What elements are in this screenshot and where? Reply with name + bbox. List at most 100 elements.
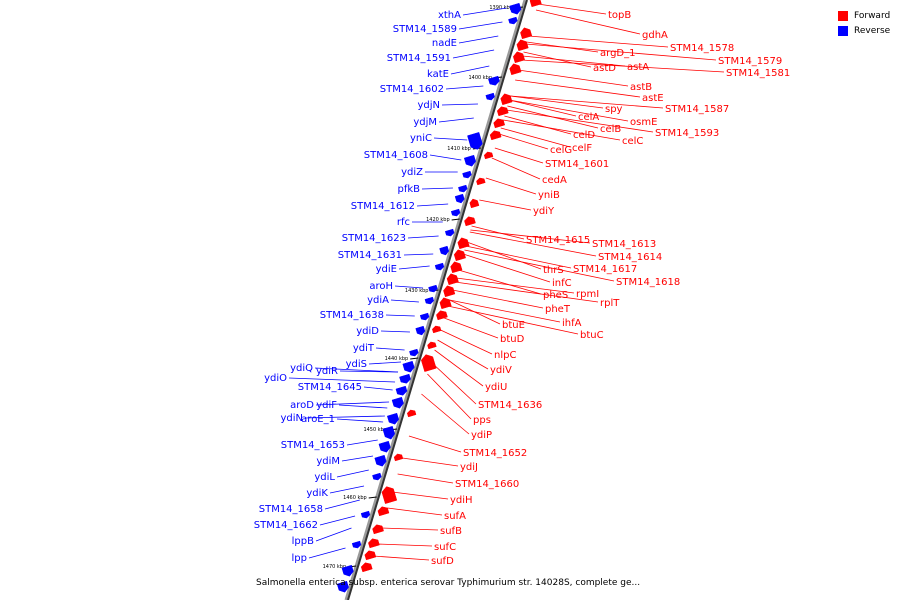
forward-gene-block (443, 285, 456, 298)
gene-leader-xtha (462, 7, 507, 16)
gene-label-pps: pps (473, 415, 491, 426)
reverse-gene-block (467, 132, 483, 150)
gene-label-astb: astB (630, 82, 652, 93)
gene-label-ydjn: ydjN (417, 100, 440, 111)
gene-label-ydin: ydiN (280, 413, 303, 424)
forward-gene-block (483, 151, 494, 160)
forward-gene-block (450, 261, 463, 274)
gene-label-ydip: ydiP (471, 430, 492, 441)
gene-leader-stm14-1662 (319, 515, 356, 526)
reverse-gene-block (454, 193, 465, 204)
gene-leader-stm14-1653 (346, 439, 378, 446)
gene-leader-ydim (341, 455, 374, 462)
gene-leader-rpmi (456, 277, 575, 294)
gene-leader-ceda (491, 157, 541, 180)
forward-gene-block (432, 325, 442, 334)
gene-leader-infc (463, 253, 551, 283)
gene-leader-stm14-1587 (510, 95, 664, 109)
reverse-gene-block (395, 385, 408, 396)
gene-leader-arod (315, 401, 390, 406)
forward-gene-block (439, 297, 452, 310)
gene-leader-celd (504, 115, 572, 135)
gene-label-stm14-1623: STM14_1623 (342, 233, 406, 244)
gene-label-phes: pheS (543, 290, 568, 301)
gene-label-stm14-1593: STM14_1593 (655, 128, 719, 139)
tick-mark (410, 357, 419, 360)
gene-leader-stm14-1658 (324, 499, 360, 510)
gene-label-ydio: ydiO (264, 373, 287, 384)
gene-leader-ydil (336, 469, 369, 478)
gene-label-stm14-1602: STM14_1602 (380, 84, 444, 95)
gene-label-ynib: yniB (538, 190, 560, 201)
gene-leader-btud (443, 317, 499, 339)
reverse-gene-block (434, 262, 445, 271)
gene-label-celg: celG (550, 145, 572, 156)
gene-label-pfkb: pfkB (397, 184, 420, 195)
reverse-gene-block (444, 228, 455, 237)
gene-leader-pps (427, 373, 472, 420)
gene-leader-sufd (373, 555, 430, 561)
gene-leader-stm14-1652 (408, 435, 462, 453)
reverse-gene-block (382, 425, 395, 440)
reverse-gene-block (509, 2, 522, 15)
tick-label-1390-kbp: 1390 kbp (489, 5, 513, 11)
gene-leader-ydiq (314, 367, 399, 373)
forward-gene-block (364, 550, 377, 561)
gene-leader-ynib (485, 177, 537, 195)
legend-forward: Forward (838, 8, 890, 23)
forward-gene-block (372, 524, 384, 535)
forward-gene-block (436, 310, 448, 321)
gene-label-stm14-1660: STM14_1660 (455, 479, 519, 490)
gene-label-sufc: sufC (434, 542, 456, 553)
gene-leader-stm14-1578 (528, 35, 669, 48)
tick-label-1400-kbp: 1400 kbp (468, 75, 492, 81)
gene-label-ydiu: ydiU (485, 382, 507, 393)
gene-label-ydie: ydiE (376, 264, 397, 275)
reverse-gene-block (485, 92, 495, 101)
reverse-gene-block (419, 312, 430, 321)
gene-label-stm14-1653: STM14_1653 (281, 440, 345, 451)
reverse-gene-block (415, 325, 426, 336)
gene-leader-ydih (392, 491, 449, 500)
gene-leader-asta (522, 55, 626, 67)
gene-leader-ydit (375, 347, 405, 351)
gene-label-asta: astA (627, 62, 649, 73)
reverse-gene-block (488, 75, 500, 86)
gene-label-argd-1: argD_1 (600, 48, 635, 59)
gene-leader-spy (510, 95, 604, 109)
tick-label-1430-kbp: 1430 kbp (405, 288, 429, 294)
gene-label-ydif: ydiF (316, 400, 337, 411)
reverse-gene-block (378, 440, 391, 453)
legend-reverse-swatch (838, 25, 848, 36)
gene-label-celc: celC (622, 136, 643, 147)
gene-label-ydim: ydiM (316, 456, 340, 467)
gene-leader-btuc (447, 305, 579, 335)
tick-label-1420-kbp: 1420 kbp (426, 217, 450, 223)
reverse-gene-block (458, 184, 468, 193)
gene-label-ydid: ydiD (356, 326, 379, 337)
forward-gene-block (464, 216, 476, 227)
gene-leader-stm14-1660 (397, 473, 454, 484)
gene-label-stm14-1615: STM14_1615 (526, 235, 590, 246)
gene-label-btud: btuD (500, 334, 525, 345)
gene-label-osme: osmE (630, 117, 657, 128)
gene-leader-nade (458, 35, 499, 44)
gene-leader-phet (452, 289, 544, 309)
gene-leader-osme (509, 99, 629, 122)
gene-leader-thrs (466, 241, 542, 270)
gene-label-aroe-1: aroE_1 (301, 414, 335, 425)
reverse-gene-block (428, 284, 438, 293)
gene-leader-ydia (390, 299, 419, 303)
gene-leader-cela (509, 99, 577, 117)
gene-leader-ydie (398, 265, 430, 270)
forward-gene-block (489, 130, 502, 141)
gene-label-gdha: gdhA (642, 30, 668, 41)
forward-gene-block (476, 177, 486, 186)
gene-leader-stm14-1638 (385, 314, 415, 317)
gene-label-ydiq: ydiQ (290, 363, 313, 374)
gene-leader-stm14-1589 (458, 21, 503, 30)
gene-leader-ydiy (479, 199, 532, 211)
gene-label-kate: katE (427, 69, 449, 80)
forward-gene-block (512, 51, 526, 64)
gene-label-topb: topB (608, 10, 631, 21)
